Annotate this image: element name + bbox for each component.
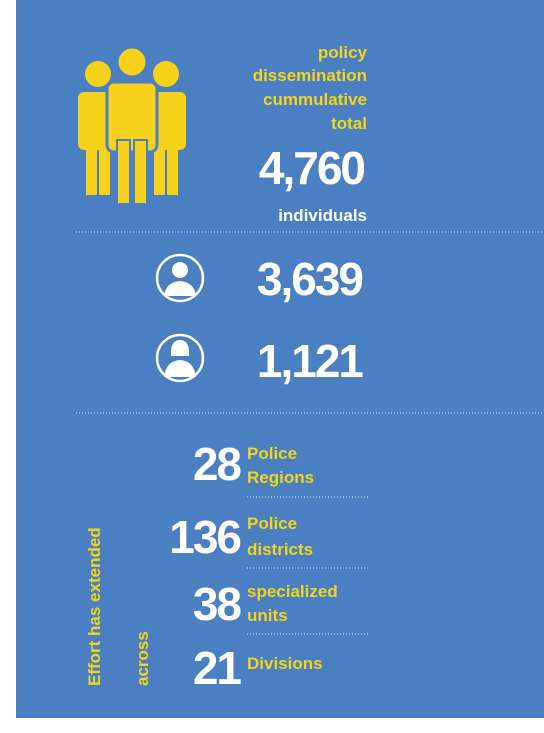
male-icon: [155, 253, 205, 303]
header-label: total: [331, 114, 367, 133]
reach-count: 28: [193, 438, 242, 490]
reach-item-label: specialized: [247, 582, 338, 601]
reach-item-label: Police: [247, 514, 297, 533]
reach-item-label: Regions: [247, 468, 314, 487]
reach-label: across: [133, 631, 152, 686]
unit: individuals: [278, 206, 367, 225]
header-label: cummulative: [263, 90, 367, 109]
reach-item-label: units: [247, 606, 288, 625]
header-label: dissemination: [253, 66, 367, 85]
total: 4,760: [259, 142, 365, 194]
reach-item-label: Police: [247, 444, 297, 463]
people-icon: [78, 45, 186, 205]
male-count: 3,639: [257, 253, 363, 305]
reach-count: 21: [193, 642, 242, 694]
reach-item-label: districts: [247, 540, 313, 559]
female-icon: [155, 333, 205, 383]
header-label: policy: [318, 43, 368, 62]
reach-count: 38: [193, 578, 242, 630]
female-count: 1,121: [257, 335, 364, 387]
reach-count: 136: [169, 511, 240, 563]
reach-item-label: Divisions: [247, 654, 323, 673]
reach-label: Effort has extended: [85, 527, 104, 686]
